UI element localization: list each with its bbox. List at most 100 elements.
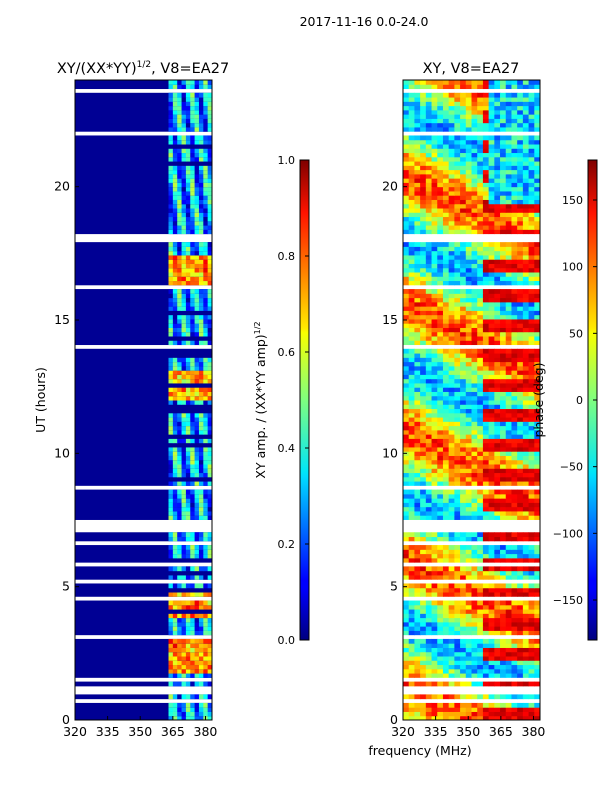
right-heat-cell: [403, 186, 410, 192]
left-heat-cell: [168, 387, 174, 392]
right-heat-cell: [460, 566, 467, 572]
right-heat-cell: [488, 455, 495, 461]
left-heat-cell: [185, 660, 191, 666]
right-heat-cell: [442, 280, 450, 286]
right-heat-cell: [511, 169, 518, 175]
right-heat-cell: [511, 549, 518, 555]
right-heat-cell: [454, 536, 461, 542]
right-heat-cell: [522, 382, 530, 388]
right-heat-cell: [442, 301, 450, 307]
right-heat-cell: [420, 472, 427, 478]
left-heat-cell: [168, 92, 174, 98]
right-heat-cell: [477, 664, 484, 670]
right-heat-cell: [505, 408, 512, 414]
right-heat-cell: [454, 105, 461, 111]
left-heat-cell: [172, 199, 178, 205]
right-heat-cell: [460, 105, 467, 111]
right-heat-cell: [431, 297, 438, 303]
right-heat-cell: [534, 702, 540, 708]
right-heat-cell: [448, 216, 455, 222]
right-heat-cell: [420, 506, 427, 512]
left-heat-cell: [194, 318, 200, 324]
left-heat-cell: [75, 481, 212, 486]
left-heat-cell: [168, 626, 174, 631]
right-heat-cell: [500, 429, 507, 435]
right-heat-cell: [522, 336, 530, 341]
right-heat-cell: [448, 574, 455, 580]
right-heat-cell: [448, 276, 455, 282]
right-heat-cell: [505, 464, 512, 469]
right-heat-cell: [442, 592, 450, 597]
left-heat-cell: [207, 361, 212, 367]
right-heat-cell: [442, 553, 450, 559]
left-heat-cell: [75, 515, 212, 520]
right-heat-cell: [517, 289, 524, 294]
left-heat-cell: [190, 515, 196, 520]
right-heat-cell: [454, 242, 461, 247]
left-heat-cell: [181, 148, 187, 154]
left-cbar-label-main: XY amp. / (XX*YY amp): [253, 334, 268, 478]
right-heat-cell: [460, 293, 467, 299]
left-heat-cell: [207, 429, 212, 435]
right-heat-cell: [482, 254, 490, 260]
right-heat-cell: [425, 647, 433, 653]
left-heat-cell: [207, 468, 212, 474]
right-heat-cell: [517, 553, 524, 559]
right-heat-cell: [534, 208, 540, 213]
left-heat-cell: [203, 694, 209, 700]
right-heat-cell: [448, 434, 455, 439]
left-heat-cell: [181, 681, 187, 687]
right-heat-cell: [488, 566, 495, 572]
right-heat-cell: [488, 549, 495, 555]
left-heat-cell: [203, 489, 209, 495]
right-heat-cell: [482, 442, 490, 448]
right-heat-cell: [528, 417, 535, 422]
right-heat-cell: [471, 259, 478, 264]
right-heat-cell: [522, 502, 530, 508]
right-heat-cell: [482, 293, 490, 299]
right-heat-cell: [442, 173, 450, 179]
left-heat-cell: [172, 600, 178, 606]
right-heat-cell: [482, 570, 490, 576]
right-heat-cell: [488, 178, 495, 183]
right-heat-cell: [460, 382, 467, 388]
left-heat-cell: [168, 400, 174, 405]
right-heat-cell: [500, 186, 507, 192]
left-heat-cell: [207, 438, 212, 444]
right-heat-cell: [420, 178, 427, 183]
right-heat-cell: [471, 173, 478, 179]
right-heat-cell: [471, 186, 478, 192]
right-heat-cell: [442, 493, 450, 499]
right-heat-cell: [437, 417, 444, 422]
right-heat-cell: [403, 336, 410, 341]
right-heat-cell: [505, 263, 512, 269]
right-heat-cell: [511, 139, 518, 145]
right-heat-cell: [505, 229, 512, 235]
left-heat-cell: [207, 489, 212, 495]
right-heat-cell: [517, 135, 524, 141]
right-heat-cell: [448, 592, 455, 597]
right-heat-cell: [420, 417, 427, 422]
right-heat-cell: [454, 229, 461, 235]
right-heat-cell: [403, 472, 410, 478]
right-heat-cell: [500, 668, 507, 674]
right-heat-cell: [517, 254, 524, 260]
right-heat-cell: [465, 297, 472, 303]
right-heat-cell: [511, 481, 518, 486]
right-heat-cell: [534, 656, 540, 661]
right-heat-cell: [482, 365, 490, 371]
right-heat-cell: [511, 707, 518, 712]
right-heat-cell: [522, 630, 530, 636]
right-heat-cell: [403, 156, 410, 162]
left-heat-cell: [185, 225, 191, 230]
right-heat-cell: [511, 643, 518, 648]
left-heat-cell: [194, 323, 200, 328]
right-heat-cell: [425, 318, 433, 324]
right-heat-cell: [414, 97, 421, 102]
left-heat-cell: [194, 481, 200, 486]
left-heat-cell: [207, 421, 212, 427]
left-heat-cell: [194, 148, 200, 154]
right-heat-cell: [534, 331, 540, 337]
right-heat-cell: [505, 216, 512, 222]
right-heat-cell: [505, 109, 512, 115]
